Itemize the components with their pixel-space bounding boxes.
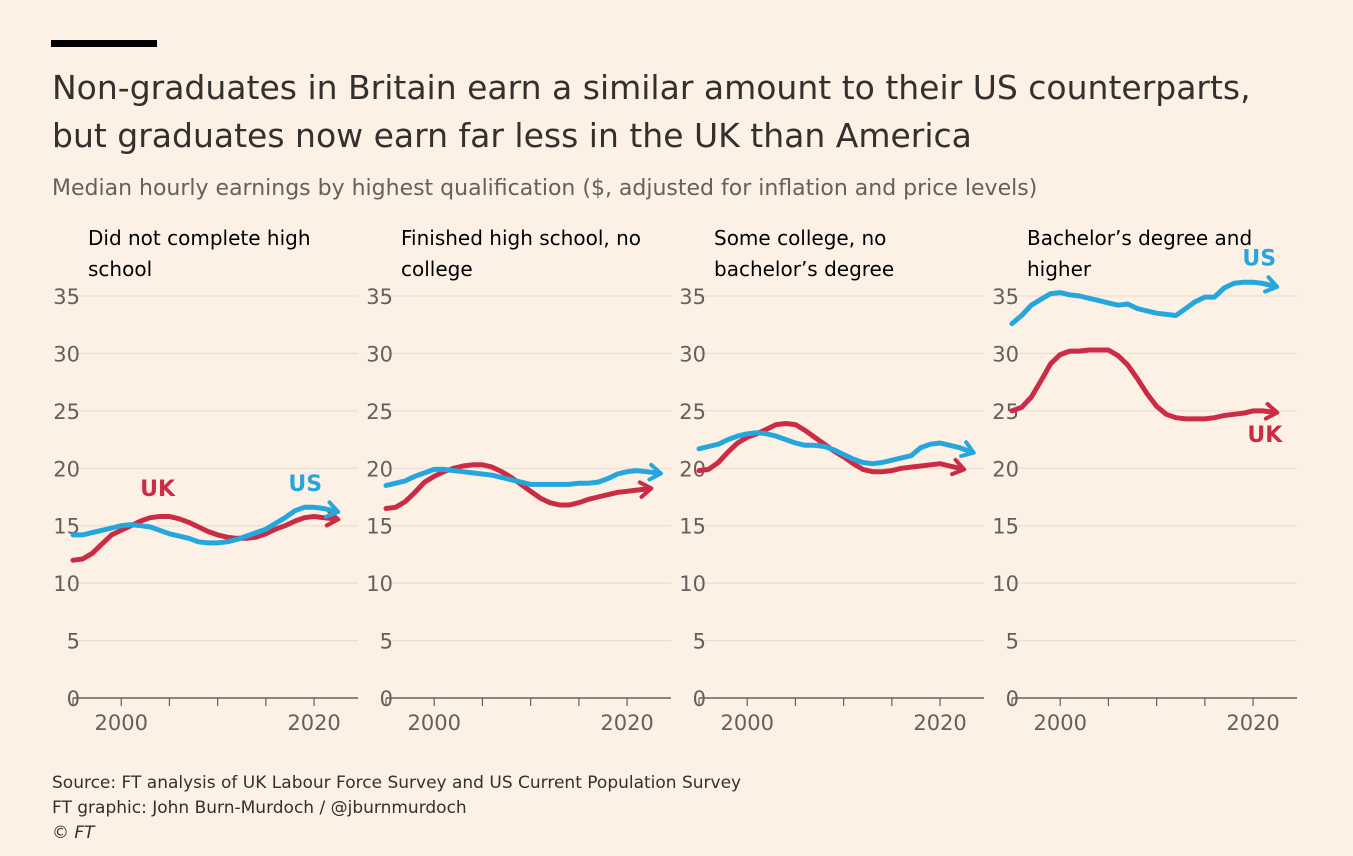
y-tick-label-3-30: 30 [679,342,706,366]
brand-bar [51,40,157,47]
y-tick-label-4-20: 20 [992,457,1019,481]
chart-subtitle: Median hourly earnings by highest qualif… [52,176,1038,201]
series-arrow-us-3 [959,440,976,459]
y-tick-label-3-10: 10 [679,572,706,596]
series-line-us-2 [383,466,659,488]
y-tick-label-1-35: 35 [53,285,80,309]
y-tick-label-1-10: 10 [53,572,80,596]
x-tick-label-1-2020: 2020 [287,711,340,735]
series-arrow-uk-4 [1263,402,1280,421]
x-tick-label-4-2020: 2020 [1226,711,1279,735]
y-tick-label-2-35: 35 [366,285,393,309]
y-tick-label-4-35: 35 [992,285,1019,309]
x-tick-label-3-2020: 2020 [913,711,966,735]
y-tick-label-2-25: 25 [366,400,393,424]
x-tick-label-2-2000: 2000 [407,711,460,735]
footer: Source: FT analysis of UK Labour Force S… [52,771,741,846]
y-tick-label-4-30: 30 [992,342,1019,366]
panel-title-3: Some college, no bachelor’s degree [714,226,895,281]
series-line-us-1 [70,504,336,546]
y-tick-label-3-25: 25 [679,400,706,424]
x-tick-label-4-2000: 2000 [1033,711,1086,735]
x-tick-label-3-2000: 2000 [720,711,773,735]
chart-title: Non-graduates in Britain earn a similar … [52,68,1251,155]
series-line-us-4 [1009,279,1275,327]
y-tick-label-1-25: 25 [53,400,80,424]
y-tick-label-3-35: 35 [679,285,706,309]
y-tick-label-4-10: 10 [992,572,1019,596]
y-tick-label-2-20: 20 [366,457,393,481]
y-tick-label-2-10: 10 [366,572,393,596]
small-multiples-chart: 0510152025303520002020UKUS05101520253035… [53,247,1297,735]
panel-title-2: Finished high school, no college [401,226,641,281]
y-tick-label-3-15: 15 [679,515,706,539]
series-arrow-us-2 [647,462,663,482]
credit-note: FT graphic: John Burn-Murdoch / @jburnmu… [52,798,467,818]
series-label-uk-4: UK [1247,423,1283,448]
series-line-uk-1 [70,514,336,563]
y-tick-label-3-5: 5 [693,630,706,654]
source-note: Source: FT analysis of UK Labour Force S… [52,773,742,793]
series-line-us-3 [696,430,972,467]
y-tick-label-1-30: 30 [53,342,80,366]
copyright-note: © FT [52,823,95,843]
series-arrow-uk-3 [950,457,967,477]
y-tick-label-2-15: 15 [366,515,393,539]
series-arrow-uk-2 [637,480,654,499]
y-tick-label-1-20: 20 [53,457,80,481]
y-tick-label-4-15: 15 [992,515,1019,539]
series-arrow-us-1 [324,500,341,519]
panel-title-1: Did not complete high school [88,226,311,281]
y-tick-label-1-5: 5 [67,630,80,654]
y-tick-label-2-30: 30 [366,342,393,366]
series-label-uk-1: UK [140,477,176,502]
series-label-us-1: US [288,472,322,497]
x-tick-label-1-2000: 2000 [94,711,147,735]
y-tick-label-4-5: 5 [1006,630,1019,654]
panel-title-4: Bachelor’s degree and higher [1027,226,1253,281]
x-tick-label-2-2020: 2020 [600,711,653,735]
y-tick-label-2-5: 5 [380,630,393,654]
series-label-us-4: US [1242,247,1276,272]
series-arrow-us-4 [1263,275,1280,294]
series-line-uk-4 [1009,347,1275,422]
